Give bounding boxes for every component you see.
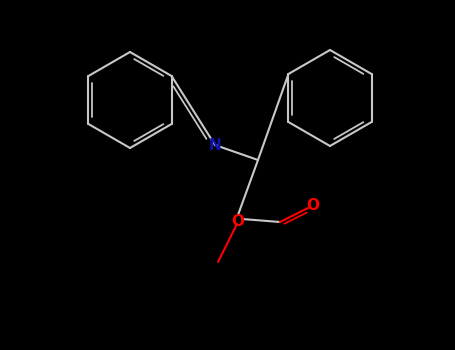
Text: O: O [307, 198, 319, 214]
Text: N: N [209, 138, 222, 153]
Text: O: O [232, 214, 244, 229]
